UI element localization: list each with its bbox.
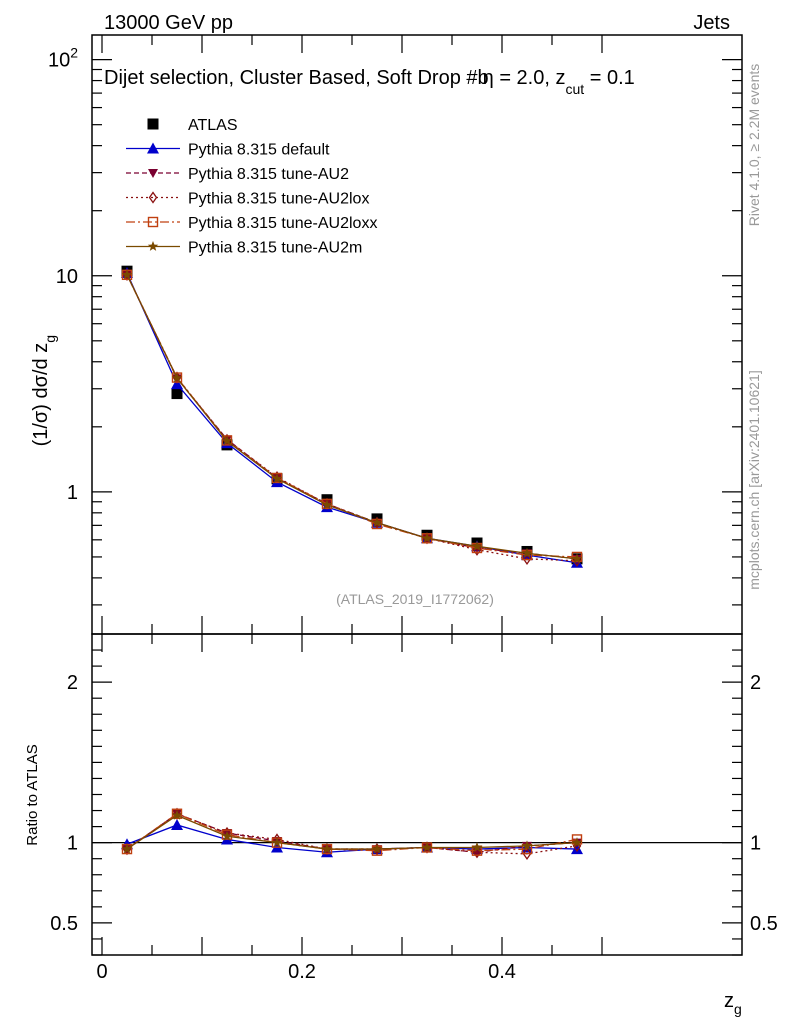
data-point-5-5 bbox=[371, 517, 383, 528]
legend-marker-4 bbox=[147, 216, 159, 228]
ratio-point-4-3 bbox=[271, 837, 283, 848]
ratio-point-4-0 bbox=[121, 843, 133, 854]
ratio-y-tick-label-left: 1 bbox=[67, 833, 78, 855]
x-tick-label: 0.2 bbox=[288, 961, 316, 983]
y-tick-label-exp: 2 bbox=[70, 45, 78, 61]
legend-marker-5 bbox=[147, 241, 159, 251]
data-point-5-7 bbox=[471, 540, 483, 551]
main-y-label-sub: g bbox=[42, 335, 58, 343]
legend-label-2: Pythia 8.315 tune-AU2 bbox=[188, 166, 349, 183]
legend-marker-3 bbox=[148, 191, 158, 204]
ratio-point-2-8 bbox=[522, 847, 532, 861]
data-point-5-4 bbox=[321, 499, 333, 510]
data-point-4-9 bbox=[571, 551, 583, 563]
ratio-point-4-4 bbox=[321, 843, 333, 854]
legend-marker-1 bbox=[147, 142, 159, 154]
ratio-point-4-6 bbox=[421, 842, 433, 852]
main-y-axis-label: (1/σ) dσ/d zg bbox=[30, 335, 58, 446]
ratio-line-3 bbox=[126, 813, 578, 852]
data-point-0-1 bbox=[171, 388, 183, 400]
beam-label: 13000 GeV pp bbox=[104, 12, 233, 34]
legend-label-3: Pythia 8.315 tune-AU2lox bbox=[188, 191, 369, 208]
ratio-y-tick-label-left: 2 bbox=[67, 672, 78, 694]
side-label-rivet: Rivet 4.1.0, ≥ 2.2M events bbox=[746, 64, 762, 227]
legend-label-0: ATLAS bbox=[188, 117, 238, 134]
x-tick-label: 0.4 bbox=[488, 961, 516, 983]
ratio-point-4-5 bbox=[371, 843, 383, 854]
data-point-5-2 bbox=[221, 435, 233, 446]
data-point-4-4 bbox=[321, 498, 333, 510]
ratio-y-tick-label-left: 0.5 bbox=[50, 913, 78, 935]
ratio-frame bbox=[91, 633, 743, 956]
ratio-point-0-9 bbox=[571, 843, 583, 855]
ratio-point-4-8 bbox=[521, 840, 533, 851]
main-y-label-text: (1/σ) dσ/d z bbox=[30, 343, 52, 447]
ratio-y-tick-label-right: 1 bbox=[750, 833, 761, 855]
ratio-point-4-9 bbox=[571, 837, 583, 848]
plot-title-eta: η = 2.0, z bbox=[483, 67, 566, 89]
side-label-mcplots: mcplots.cern.ch [arXiv:2401.10621] bbox=[746, 370, 762, 589]
legend-marker-2 bbox=[148, 169, 158, 178]
ratio-point-0-1 bbox=[171, 818, 183, 830]
data-point-5-0 bbox=[121, 269, 133, 280]
ratio-line-4 bbox=[126, 814, 578, 850]
legend-label-4: Pythia 8.315 tune-AU2loxx bbox=[188, 215, 377, 232]
ratio-y-tick-label-right: 2 bbox=[750, 672, 761, 694]
data-point-5-9 bbox=[571, 553, 583, 564]
series-line-1 bbox=[126, 272, 578, 564]
ratio-panel: 0.5 0.5 1 1 2 2 0 0.2 0.4 bbox=[50, 633, 778, 983]
ratio-point-4-1 bbox=[171, 809, 183, 820]
ratio-y-axis-label: Ratio to ATLAS bbox=[24, 744, 41, 845]
data-point-3-8 bbox=[522, 552, 532, 565]
x-label-text: z bbox=[724, 990, 734, 1012]
ratio-point-4-7 bbox=[471, 842, 483, 852]
y-tick-label-100: 102 bbox=[48, 45, 78, 72]
x-axis-label: zg bbox=[724, 990, 742, 1017]
legend-marker-0 bbox=[147, 118, 159, 130]
data-point-5-1 bbox=[171, 372, 183, 383]
series-line-3 bbox=[126, 274, 578, 562]
plot-title-main: Dijet selection, Cluster Based, Soft Dro… bbox=[104, 67, 489, 89]
legend: ATLAS Pythia 8.315 default Pythia 8.315 tu… bbox=[126, 117, 377, 257]
legend-label-1: Pythia 8.315 default bbox=[188, 142, 330, 159]
data-point-5-3 bbox=[271, 473, 283, 484]
x-label-sub: g bbox=[734, 1001, 742, 1017]
x-tick-label: 0 bbox=[96, 961, 107, 983]
plot-title-sub: cut bbox=[565, 81, 584, 97]
data-point-5-6 bbox=[421, 532, 433, 543]
data-point-5-8 bbox=[521, 547, 533, 558]
ratio-y-tick-label-right: 0.5 bbox=[750, 913, 778, 935]
analysis-id: (ATLAS_2019_I1772062) bbox=[336, 591, 494, 607]
y-tick-label: 1 bbox=[67, 482, 78, 504]
legend-label-5: Pythia 8.315 tune-AU2m bbox=[188, 240, 362, 257]
series-line-2 bbox=[126, 274, 578, 560]
plot-title: Dijet selection, Cluster Based, Soft Dro… bbox=[104, 67, 635, 97]
plot-title-end: = 0.1 bbox=[584, 67, 635, 89]
process-label: Jets bbox=[693, 12, 730, 34]
y-tick-label-base: 10 bbox=[48, 50, 70, 72]
series-line-5 bbox=[126, 274, 578, 560]
y-tick-label: 10 bbox=[56, 266, 78, 288]
series-line-4 bbox=[126, 274, 578, 558]
ratio-point-4-2 bbox=[221, 830, 233, 841]
ratio-line-0 bbox=[126, 824, 578, 853]
